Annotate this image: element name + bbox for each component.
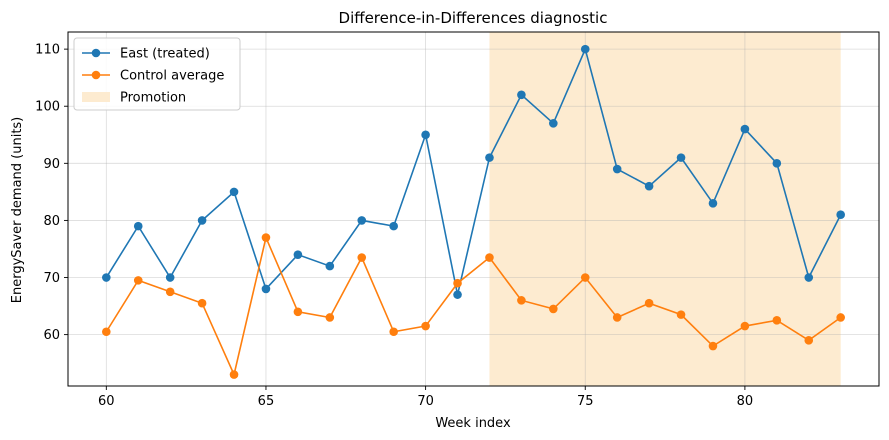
chart-title: Difference-in-Differences diagnostic bbox=[339, 9, 608, 27]
series-line-1 bbox=[105, 234, 842, 378]
series-1-point bbox=[517, 296, 526, 305]
series-line-0 bbox=[105, 46, 842, 295]
series-0-point bbox=[549, 119, 558, 128]
series-0-point bbox=[229, 187, 239, 197]
legend-marker-0 bbox=[91, 48, 101, 58]
series-1-point bbox=[229, 370, 239, 379]
series-1-point bbox=[612, 313, 622, 322]
y-tick-label: 100 bbox=[35, 100, 60, 115]
series-0-point bbox=[389, 221, 398, 231]
y-tick-label: 70 bbox=[43, 271, 60, 286]
series-1-point bbox=[772, 316, 782, 325]
series-1-point bbox=[421, 321, 430, 331]
legend-label-0: East (treated) bbox=[120, 47, 210, 62]
series-0-point bbox=[421, 130, 430, 140]
y-tick-label: 60 bbox=[43, 328, 60, 343]
series-1-point bbox=[389, 327, 398, 337]
series-1-point bbox=[804, 336, 814, 345]
series-0-point bbox=[165, 273, 175, 282]
promotion-region bbox=[489, 32, 841, 386]
series-1-point bbox=[485, 253, 494, 262]
series-0-point bbox=[708, 198, 718, 208]
series-1-point bbox=[197, 298, 207, 308]
legend-swatch-promotion bbox=[82, 92, 110, 102]
series-1-point bbox=[676, 310, 686, 319]
series-0-point bbox=[612, 164, 622, 174]
series-0-point bbox=[197, 216, 207, 225]
x-tick-label: 60 bbox=[98, 394, 115, 409]
series-0-point bbox=[772, 159, 782, 168]
series-0-point bbox=[740, 124, 750, 134]
series-0-point bbox=[102, 273, 111, 282]
y-axis-title: EnergySaver demand (units) bbox=[10, 117, 25, 304]
series-1-point bbox=[708, 341, 718, 351]
series-0-point bbox=[836, 210, 845, 220]
x-tick-label: 75 bbox=[577, 394, 594, 409]
series-0-point bbox=[133, 221, 143, 231]
series-1-point bbox=[325, 313, 335, 322]
legend-marker-1 bbox=[91, 70, 101, 80]
series-1-point bbox=[453, 278, 462, 288]
series-0-point bbox=[453, 290, 462, 299]
series-0-point bbox=[580, 44, 590, 54]
series-1-point bbox=[357, 253, 367, 262]
series-1-point bbox=[165, 287, 175, 297]
y-tick-label: 90 bbox=[43, 157, 60, 172]
series-1-point bbox=[580, 273, 590, 282]
series-1-point bbox=[261, 233, 271, 242]
legend-box bbox=[73, 37, 241, 111]
series-1-point bbox=[549, 304, 558, 314]
series-1-point bbox=[133, 276, 143, 285]
legend-label-promotion: Promotion bbox=[120, 91, 186, 106]
plot-frame bbox=[67, 31, 880, 387]
x-tick-label: 65 bbox=[258, 394, 275, 409]
series-1-point bbox=[102, 327, 111, 337]
legend-label-1: Control average bbox=[120, 69, 224, 84]
series-0-point bbox=[325, 261, 335, 271]
series-0-point bbox=[357, 216, 367, 225]
series-0-point bbox=[293, 250, 303, 259]
legend: East (treated) Control average Promotion bbox=[73, 37, 241, 111]
series-0-point bbox=[261, 284, 271, 294]
x-tick-label: 80 bbox=[737, 394, 754, 409]
series-1-point bbox=[740, 321, 750, 331]
series-1-point bbox=[836, 313, 845, 322]
series-0-point bbox=[804, 273, 814, 282]
plot-area: 60 65 70 75 80 60 70 80 90 100 110 bbox=[35, 31, 880, 409]
series-1-point bbox=[644, 298, 654, 308]
series-0-point bbox=[485, 153, 494, 162]
y-tick-label: 80 bbox=[43, 214, 60, 229]
series-1-point bbox=[293, 307, 303, 317]
series-0-point bbox=[644, 181, 654, 191]
x-axis-title: Week index bbox=[435, 416, 511, 431]
series-0-point bbox=[676, 153, 686, 162]
y-tick-label: 110 bbox=[35, 43, 60, 58]
x-tick-label: 70 bbox=[417, 394, 434, 409]
series-0-point bbox=[517, 90, 526, 100]
